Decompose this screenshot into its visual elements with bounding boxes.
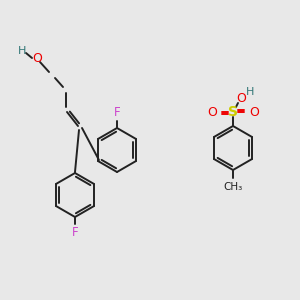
Text: O: O <box>207 106 217 118</box>
Text: H: H <box>18 46 26 56</box>
Text: F: F <box>114 106 120 119</box>
Text: F: F <box>72 226 78 238</box>
Text: CH₃: CH₃ <box>224 182 243 192</box>
Text: O: O <box>236 92 246 106</box>
Text: H: H <box>246 87 254 97</box>
Text: O: O <box>249 106 259 118</box>
Text: O: O <box>32 52 42 65</box>
Text: S: S <box>228 105 238 119</box>
